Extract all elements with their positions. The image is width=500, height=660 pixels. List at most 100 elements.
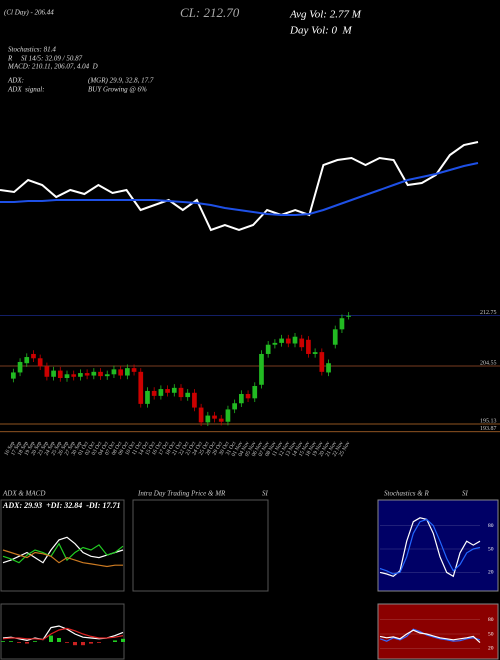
candle-body bbox=[198, 407, 204, 423]
candle-body bbox=[24, 357, 30, 364]
candle-body bbox=[91, 371, 97, 376]
candle-body bbox=[232, 403, 237, 410]
panel-background bbox=[377, 499, 499, 592]
y-tick-label: 80 bbox=[488, 617, 494, 623]
histogram-bar bbox=[113, 640, 117, 642]
histogram-bar bbox=[1, 641, 5, 642]
candle-body bbox=[178, 387, 184, 398]
candle-body bbox=[225, 409, 231, 422]
histogram-bar bbox=[49, 635, 53, 642]
candle-body bbox=[71, 374, 77, 377]
candle-body bbox=[51, 370, 56, 377]
candle-body bbox=[78, 373, 83, 377]
candle-body bbox=[306, 339, 311, 354]
series-line bbox=[2, 549, 123, 568]
candle-body bbox=[11, 372, 16, 379]
candle-body bbox=[151, 390, 157, 396]
price-level-label: 193.87 bbox=[480, 426, 497, 432]
histogram-bar bbox=[73, 642, 77, 646]
y-tick-label: 50 bbox=[488, 631, 494, 637]
candle-body bbox=[31, 353, 36, 359]
series-line bbox=[0, 162, 479, 216]
y-tick-label: 50 bbox=[488, 546, 494, 552]
histogram-bar bbox=[121, 638, 125, 642]
candle-body bbox=[265, 344, 271, 354]
adx-label: ADX: bbox=[7, 77, 24, 85]
macd-value: MACD: 210.11, 206.07, 4.04 D bbox=[7, 63, 98, 71]
series-line bbox=[379, 629, 481, 644]
candle-body bbox=[212, 415, 217, 419]
candle-body bbox=[104, 374, 110, 377]
histogram-bar bbox=[89, 642, 93, 644]
price-level-label: 204.55 bbox=[480, 360, 497, 366]
series-line bbox=[2, 542, 124, 564]
series-line bbox=[0, 141, 479, 232]
histogram-bar bbox=[17, 642, 21, 643]
candle-body bbox=[259, 353, 264, 385]
y-tick-label: 80 bbox=[488, 523, 494, 529]
histogram-bar bbox=[57, 638, 61, 642]
candle-body bbox=[285, 338, 291, 344]
candle-body bbox=[185, 392, 191, 398]
histogram-bar bbox=[9, 641, 13, 642]
candle-body bbox=[17, 361, 23, 373]
close-price: CL: 212.70 bbox=[180, 5, 240, 20]
panel-title: SI bbox=[262, 490, 269, 498]
rsi-value: R SI 14/5: 32.09 / 50.87 bbox=[7, 55, 83, 63]
candle-body bbox=[205, 415, 211, 423]
stochastics-value: Stochastics: 81.4 bbox=[8, 46, 56, 54]
histogram-bar bbox=[97, 642, 101, 643]
candle-body bbox=[44, 366, 50, 377]
day-volume: Day Vol: 0 M bbox=[289, 25, 353, 37]
y-tick-label: 20 bbox=[488, 646, 494, 652]
candle-body bbox=[279, 338, 284, 343]
signal-value: BUY Growing @ 6% bbox=[88, 86, 147, 94]
day-close: (Cl Day) - 206.44 bbox=[4, 9, 54, 17]
macd-frame bbox=[0, 603, 125, 660]
panel-background bbox=[377, 603, 499, 660]
candle-body bbox=[332, 329, 338, 345]
candle-body bbox=[252, 386, 258, 399]
histogram-bar bbox=[65, 642, 69, 643]
intraday-frame bbox=[132, 499, 269, 592]
candle-body bbox=[319, 352, 325, 372]
candle-body bbox=[37, 358, 43, 367]
candle-body bbox=[138, 371, 144, 404]
histogram-bar bbox=[33, 641, 37, 642]
candle-body bbox=[158, 389, 164, 396]
adx-values: (MGR) 29.9, 32.8, 17.7 bbox=[88, 77, 154, 85]
candle-body bbox=[272, 342, 278, 345]
candle-body bbox=[171, 387, 177, 393]
candle-body bbox=[239, 394, 244, 404]
series-line bbox=[2, 627, 124, 641]
series-line bbox=[379, 518, 481, 575]
signal-label: ADX signal: bbox=[7, 86, 45, 94]
series-line bbox=[379, 628, 481, 642]
panel-subtitle: ADX: 29.93 +DI: 32.84 -DI: 17.71 bbox=[2, 501, 120, 510]
candle-body bbox=[57, 370, 63, 378]
candle-body bbox=[292, 336, 298, 344]
price-level-label: 212.75 bbox=[480, 310, 497, 316]
candle-body bbox=[64, 374, 70, 378]
candle-body bbox=[111, 369, 117, 375]
candle-body bbox=[192, 392, 197, 408]
candle-body bbox=[118, 369, 123, 376]
panel-title: Intra Day Trading Price & MR bbox=[137, 490, 226, 498]
candle-body bbox=[125, 368, 130, 376]
candle-body bbox=[145, 390, 150, 404]
candle-body bbox=[218, 418, 224, 422]
adx-frame bbox=[0, 499, 125, 592]
candle-body bbox=[299, 338, 305, 348]
candle-body bbox=[245, 394, 251, 399]
candle-body bbox=[312, 352, 318, 354]
candle-body bbox=[98, 371, 103, 377]
candle-body bbox=[131, 368, 137, 372]
candle-body bbox=[84, 373, 90, 376]
histogram-bar bbox=[25, 642, 29, 644]
candle-body bbox=[326, 363, 331, 373]
y-tick-label: 20 bbox=[488, 570, 494, 576]
candle-body bbox=[346, 315, 351, 317]
candle-body bbox=[165, 389, 170, 393]
panel-title: Stochastics & R bbox=[384, 490, 429, 498]
